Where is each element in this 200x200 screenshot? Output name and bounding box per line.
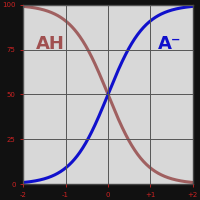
Text: AH: AH bbox=[36, 35, 65, 53]
Text: A⁻: A⁻ bbox=[158, 35, 181, 53]
